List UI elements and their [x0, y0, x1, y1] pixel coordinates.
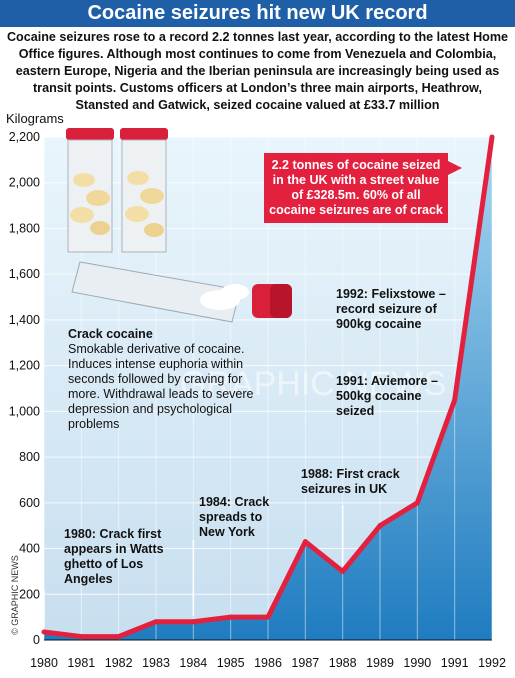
annotation-1992: 1992: Felixstowe – record seizure of 900…	[336, 287, 446, 331]
data-point-1988	[340, 568, 346, 574]
y-tick-1600: 1,600	[9, 267, 40, 281]
crack-info-box: Crack cocaine Smokable derivative of coc…	[68, 327, 258, 432]
x-tick-labels: 1980 1981 1982 1983 1984 1985 1986 1987 1988 1989…	[30, 656, 506, 670]
x-tick-1992: 1992	[478, 656, 506, 670]
intro-text: Cocaine seizures rose to a record 2.2 to…	[6, 30, 509, 112]
y-tick-1200: 1,200	[9, 359, 40, 373]
data-point-1990	[414, 500, 420, 506]
data-point-1980	[41, 629, 47, 635]
data-point-1982	[116, 634, 122, 640]
data-point-1992	[489, 134, 495, 140]
x-tick-1980: 1980	[30, 656, 58, 670]
data-points	[41, 134, 495, 640]
y-tick-200: 200	[19, 587, 40, 601]
y-tick-labels: 0 200 400 600 800 1,000 1,200 1,400 1,600 1,800 2,…	[9, 130, 40, 647]
x-tick-1991: 1991	[441, 656, 469, 670]
x-tick-1988: 1988	[329, 656, 357, 670]
y-tick-1000: 1,000	[9, 404, 40, 418]
x-tick-1985: 1985	[217, 656, 245, 670]
y-tick-600: 600	[19, 496, 40, 510]
x-tick-1981: 1981	[67, 656, 95, 670]
source-credit: © GRAPHIC NEWS	[10, 555, 20, 635]
data-point-1991	[452, 397, 458, 403]
y-tick-1800: 1,800	[9, 221, 40, 235]
data-point-1987	[302, 539, 308, 545]
annotation-1980: 1980: Crack first appears in Watts ghett…	[64, 527, 164, 586]
y-axis-label: Kilograms	[6, 111, 64, 126]
x-tick-1982: 1982	[105, 656, 133, 670]
crack-info-body: Smokable derivative of cocaine. Induces …	[68, 342, 254, 431]
x-tick-1986: 1986	[254, 656, 282, 670]
y-tick-2000: 2,000	[9, 176, 40, 190]
y-tick-800: 800	[19, 450, 40, 464]
data-point-1986	[265, 614, 271, 620]
data-area	[44, 137, 492, 640]
data-point-1983	[153, 619, 159, 625]
spilled-vial-illustration	[71, 261, 292, 323]
data-point-1984	[190, 619, 196, 625]
x-tick-1987: 1987	[291, 656, 319, 670]
x-tick-1983: 1983	[142, 656, 170, 670]
annotation-1991: 1991: Aviemore – 500kg cocaine seized	[336, 374, 438, 418]
annotation-pointers	[43, 505, 344, 626]
y-tick-0: 0	[33, 633, 40, 647]
record-callout: 2.2 tonnes of cocaine seized in the UK w…	[264, 153, 462, 223]
data-point-1985	[228, 614, 234, 620]
annotation-1988: 1988: First crack seizures in UK	[301, 467, 400, 496]
page-title: Cocaine seizures hit new UK record	[0, 0, 515, 27]
y-tick-400: 400	[19, 542, 40, 556]
test-tubes-illustration	[66, 128, 168, 253]
data-point-1989	[377, 523, 383, 529]
x-tick-1984: 1984	[179, 656, 207, 670]
y-tick-1400: 1,400	[9, 313, 40, 327]
crack-info-heading: Crack cocaine	[68, 327, 153, 341]
x-tick-1989: 1989	[366, 656, 394, 670]
data-point-1981	[78, 634, 84, 640]
annotation-1984: 1984: Crack spreads to New York	[199, 495, 270, 539]
x-tick-1990: 1990	[403, 656, 431, 670]
y-tick-2200: 2,200	[9, 130, 40, 144]
watermark: GRAPHIC NEWS	[180, 365, 446, 403]
